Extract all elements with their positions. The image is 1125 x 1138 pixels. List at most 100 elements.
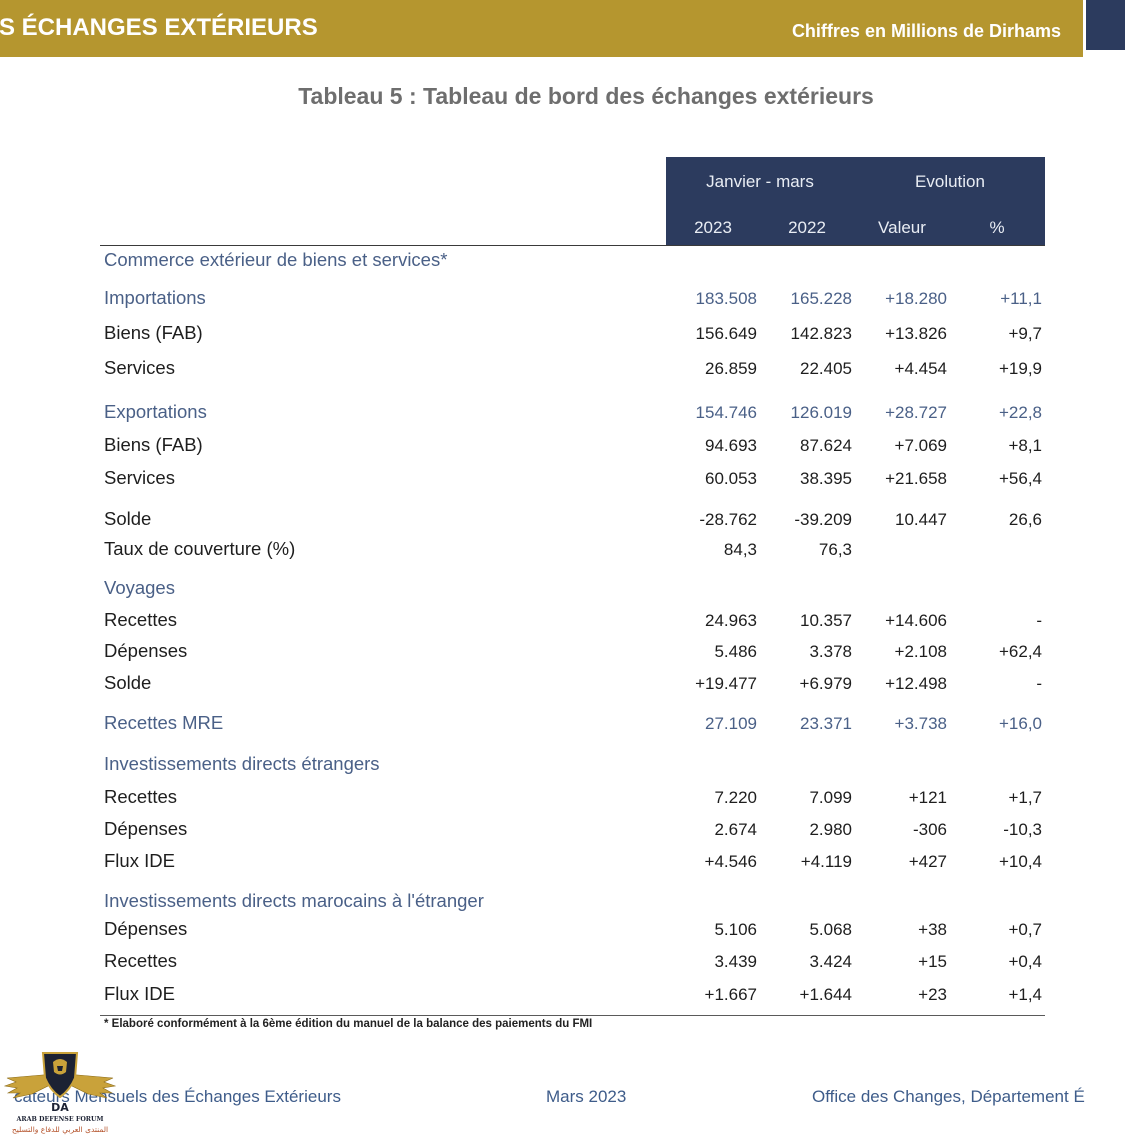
- column-header-2022: 2022: [788, 218, 826, 237]
- row-label: Flux IDE: [104, 850, 175, 871]
- value-2022: 7.099: [809, 788, 852, 807]
- value-evolution: +121: [908, 788, 947, 807]
- value-percent: 26,6: [1008, 510, 1042, 529]
- value-evolution: +15: [918, 952, 947, 971]
- value-2023: -28.762: [699, 510, 757, 529]
- value-2022: 2.980: [809, 820, 852, 839]
- row-label: Biens (FAB): [104, 434, 203, 455]
- row-label: Importations: [104, 287, 206, 308]
- table-row: Flux IDE +1.667 +1.644 +23 +1,4: [0, 983, 1125, 1005]
- value-evolution: +38: [918, 920, 947, 939]
- value-evolution: +3.738: [894, 714, 947, 733]
- value-percent: +1,4: [1008, 985, 1042, 1004]
- value-percent: -: [1036, 674, 1042, 693]
- table-row: Recettes MRE 27.109 23.371 +3.738 +16,0: [0, 712, 1125, 734]
- section-heading: Commerce extérieur de biens et services*: [104, 249, 448, 270]
- table-header: Janvier - mars Evolution 2023 2022 Valeu…: [666, 157, 1045, 245]
- value-percent: -: [1036, 611, 1042, 630]
- value-2023: +19.477: [695, 674, 757, 693]
- table-row: Services 60.053 38.395 +21.658 +56,4: [0, 467, 1125, 489]
- value-2023: 94.693: [705, 436, 757, 455]
- value-2023: 5.486: [714, 642, 757, 661]
- column-header-percent: %: [989, 218, 1005, 237]
- value-percent: +19,9: [998, 359, 1042, 378]
- value-2023: 7.220: [714, 788, 757, 807]
- row-label: Services: [104, 467, 175, 488]
- value-2022: 126.019: [790, 403, 852, 422]
- row-label: Solde: [104, 672, 152, 693]
- table-row: Dépenses 2.674 2.980 -306 -10,3: [0, 818, 1125, 840]
- value-2022: +1.644: [799, 985, 852, 1004]
- value-percent: +1,7: [1008, 788, 1042, 807]
- value-2023: 156.649: [695, 324, 757, 343]
- value-2022: 23.371: [800, 714, 852, 733]
- arab-defense-forum-logo: DA ARAB DEFENSE FORUM المنتدى العربي للد…: [4, 1052, 116, 1134]
- value-2023: 84,3: [723, 540, 757, 559]
- table-row: Recettes 7.220 7.099 +121 +1,7: [0, 786, 1125, 808]
- section-heading: Voyages: [104, 577, 175, 598]
- row-label: Recettes: [104, 609, 178, 630]
- value-2022: 142.823: [790, 324, 852, 343]
- section-heading-row: Voyages: [0, 577, 1125, 599]
- value-2022: 10.357: [800, 611, 852, 630]
- table-row: Biens (FAB) 156.649 142.823 +13.826 +9,7: [0, 322, 1125, 344]
- footer-publisher: Office des Changes, Département É: [812, 1087, 1085, 1106]
- table-row: Solde +19.477 +6.979 +12.498 -: [0, 672, 1125, 694]
- row-label: Recettes: [104, 786, 178, 807]
- value-2023: 3.439: [714, 952, 757, 971]
- value-percent: +56,4: [998, 469, 1042, 488]
- value-percent: +22,8: [998, 403, 1042, 422]
- row-label: Recettes MRE: [104, 712, 224, 733]
- value-percent: +16,0: [998, 714, 1042, 733]
- table-top-rule: [100, 245, 1045, 246]
- value-2023: 2.674: [714, 820, 757, 839]
- table-row: Importations 183.508 165.228 +18.280 +11,1: [0, 287, 1125, 309]
- row-label: Dépenses: [104, 818, 188, 839]
- winged-shield-icon: [4, 1052, 116, 1099]
- value-percent: -10,3: [1003, 820, 1042, 839]
- value-2023: +1.667: [704, 985, 757, 1004]
- value-percent: +8,1: [1008, 436, 1042, 455]
- table-row: Dépenses 5.486 3.378 +2.108 +62,4: [0, 640, 1125, 662]
- value-2022: 3.378: [809, 642, 852, 661]
- value-evolution: +427: [908, 852, 947, 871]
- value-2023: 5.106: [714, 920, 757, 939]
- value-evolution: +4.454: [894, 359, 947, 378]
- value-2023: 60.053: [705, 469, 757, 488]
- table-bottom-rule: [100, 1015, 1045, 1016]
- footnote: * Elaboré conformément à la 6ème édition…: [104, 1018, 593, 1030]
- table-row: Biens (FAB) 94.693 87.624 +7.069 +8,1: [0, 434, 1125, 456]
- value-2023: 24.963: [705, 611, 757, 630]
- section-heading: Investissements directs étrangers: [104, 753, 380, 774]
- footer-date: Mars 2023: [546, 1087, 627, 1106]
- value-percent: +0,7: [1008, 920, 1042, 939]
- value-2023: 27.109: [705, 714, 757, 733]
- row-label: Recettes: [104, 950, 178, 971]
- section-heading: Investissements directs marocains à l'ét…: [104, 890, 484, 911]
- value-evolution: +14.606: [885, 611, 947, 630]
- row-label: Services: [104, 357, 175, 378]
- evolution-group-header: Evolution: [915, 172, 985, 191]
- value-evolution: 10.447: [895, 510, 947, 529]
- value-percent: +11,1: [1000, 289, 1042, 308]
- value-percent: +0,4: [1008, 952, 1042, 971]
- column-header-valeur: Valeur: [878, 218, 926, 237]
- row-label: Taux de couverture (%): [104, 538, 296, 559]
- value-2023: 183.508: [695, 289, 757, 308]
- row-label: Dépenses: [104, 918, 188, 939]
- table-row: Services 26.859 22.405 +4.454 +19,9: [0, 357, 1125, 379]
- value-2023: +4.546: [704, 852, 757, 871]
- value-2022: +4.119: [800, 852, 852, 871]
- logo-arabic-name: المنتدى العربي للدفاع والتسليح: [12, 1125, 108, 1134]
- value-2022: 5.068: [809, 920, 852, 939]
- table-row: Dépenses 5.106 5.068 +38 +0,7: [0, 918, 1125, 940]
- table-row: Flux IDE +4.546 +4.119 +427 +10,4: [0, 850, 1125, 872]
- value-2022: 38.395: [800, 469, 852, 488]
- value-2022: 87.624: [800, 436, 852, 455]
- section-heading-row: Commerce extérieur de biens et services*: [0, 249, 1125, 271]
- value-evolution: +2.108: [894, 642, 947, 661]
- value-percent: +10,4: [998, 852, 1042, 871]
- value-2023: 26.859: [705, 359, 757, 378]
- row-label: Solde: [104, 508, 152, 529]
- logo-monogram: DA: [51, 1101, 69, 1114]
